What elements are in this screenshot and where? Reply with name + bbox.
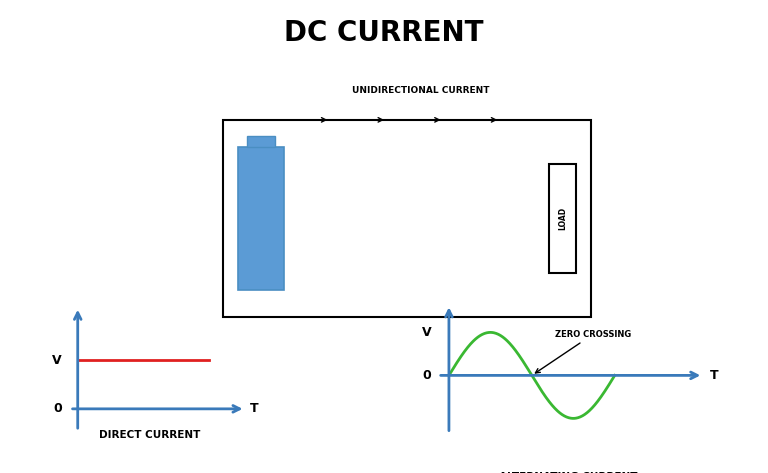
Text: DC CURRENT: DC CURRENT xyxy=(284,19,484,47)
Text: 0: 0 xyxy=(53,403,61,415)
Text: V: V xyxy=(52,354,61,367)
Text: T: T xyxy=(710,369,718,382)
Text: V: V xyxy=(422,326,432,339)
Bar xyxy=(238,147,284,290)
Text: LOAD: LOAD xyxy=(558,207,567,230)
Text: UNIDIRECTIONAL CURRENT: UNIDIRECTIONAL CURRENT xyxy=(352,86,489,95)
Text: 0: 0 xyxy=(422,369,432,382)
Text: ZERO CROSSING: ZERO CROSSING xyxy=(535,330,631,373)
Text: DIRECT CURRENT: DIRECT CURRENT xyxy=(99,430,200,440)
Text: T: T xyxy=(250,403,259,415)
Bar xyxy=(549,164,576,273)
Bar xyxy=(223,120,591,317)
Bar xyxy=(247,136,275,147)
